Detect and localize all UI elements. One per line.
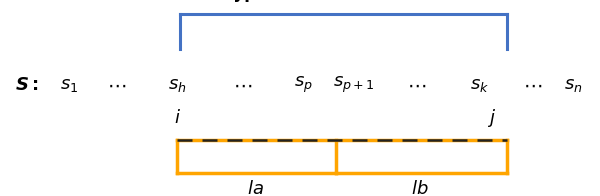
Text: $\cdots$: $\cdots$ [407, 76, 427, 95]
Text: Type C feedback: Type C feedback [223, 0, 377, 2]
Text: $\mathit{s_n}$: $\mathit{s_n}$ [564, 76, 582, 94]
Text: $\mathit{s_h}$: $\mathit{s_h}$ [168, 76, 186, 94]
Text: $\mathit{s_1}$: $\mathit{s_1}$ [60, 76, 78, 94]
Text: $\cdots$: $\cdots$ [523, 76, 542, 95]
Text: $\mathit{s_{p+1}}$: $\mathit{s_{p+1}}$ [333, 75, 375, 95]
Text: $\mathit{i}$: $\mathit{i}$ [173, 109, 181, 127]
Text: $\mathit{s_p}$: $\mathit{s_p}$ [293, 75, 313, 95]
Text: $\mathit{lb}$: $\mathit{lb}$ [411, 180, 429, 196]
Text: $\cdots$: $\cdots$ [233, 76, 253, 95]
Text: $\mathit{la}$: $\mathit{la}$ [247, 180, 263, 196]
Text: $\cdots$: $\cdots$ [107, 76, 127, 95]
Text: $\mathit{j}$: $\mathit{j}$ [487, 107, 497, 129]
Text: $\boldsymbol{S:}$: $\boldsymbol{S:}$ [15, 76, 38, 94]
Text: $\mathit{s_k}$: $\mathit{s_k}$ [470, 76, 490, 94]
